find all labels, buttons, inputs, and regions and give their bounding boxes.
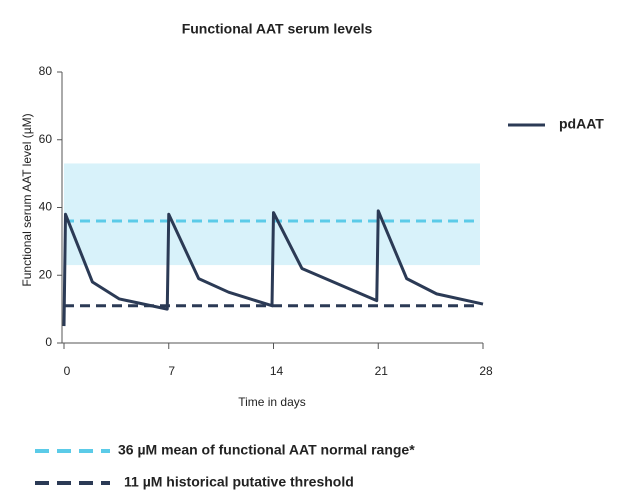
y-tick-label: 60 bbox=[39, 132, 53, 146]
x-tick-label: 0 bbox=[64, 364, 71, 378]
legend-label: 36 µM mean of functional AAT normal rang… bbox=[118, 442, 415, 458]
legend-label: pdAAT bbox=[559, 116, 604, 132]
y-tick-label: 80 bbox=[39, 64, 53, 78]
legend-label: 11 µM historical putative threshold bbox=[124, 474, 354, 490]
x-tick-label: 21 bbox=[375, 364, 389, 378]
chart-title: Functional AAT serum levels bbox=[182, 21, 373, 37]
series-line bbox=[62, 209, 484, 327]
x-tick-label: 7 bbox=[168, 364, 175, 378]
x-axis-label: Time in days bbox=[238, 395, 306, 409]
y-tick-label: 40 bbox=[39, 200, 53, 214]
y-tick-label: 20 bbox=[39, 267, 53, 281]
x-tick-label: 28 bbox=[479, 364, 493, 378]
x-tick-label: 14 bbox=[270, 364, 284, 378]
y-tick-label: 0 bbox=[45, 335, 52, 349]
y-axis-label: Functional serum AAT level (µM) bbox=[20, 113, 34, 286]
